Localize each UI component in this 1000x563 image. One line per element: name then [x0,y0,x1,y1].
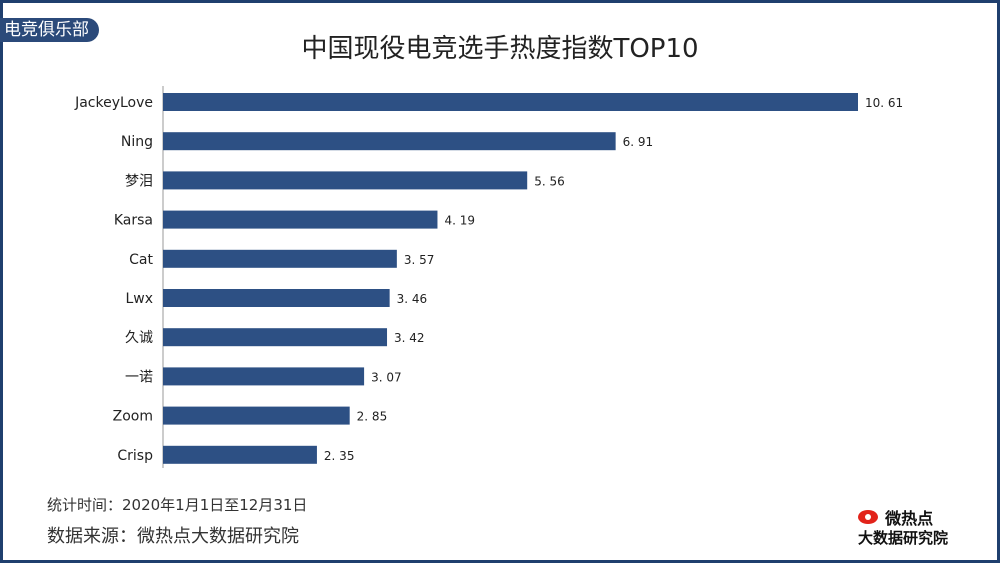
value-label-6: 3. 42 [394,331,425,345]
value-label-0: 10. 61 [865,96,903,110]
value-label-2: 5. 56 [534,174,565,188]
logo-subtitle: 大数据研究院 [858,529,949,547]
value-label-5: 3. 46 [397,292,428,306]
category-label-4: Cat [129,252,153,268]
bar-7 [163,367,365,386]
statistics-period: 统计时间：2020年1月1日至12月31日 [47,496,308,514]
club-tag: 电竞俱乐部 [0,18,99,42]
bar-3 [163,210,438,229]
category-label-0: JackeyLove [74,95,153,111]
category-label-5: Lwx [125,291,153,307]
value-label-3: 4. 19 [444,214,475,228]
category-label-6: 久诚 [125,330,153,346]
value-label-4: 3. 57 [404,253,435,267]
eye-icon [858,510,878,524]
bar-8 [163,406,350,425]
logo-name: 微热点 [885,509,934,528]
chart-title: 中国现役电竞选手热度指数TOP10 [301,34,699,64]
bar-5 [163,289,390,307]
category-label-8: Zoom [113,409,153,425]
value-label-9: 2. 35 [324,449,355,463]
bar-9 [163,445,317,464]
value-label-8: 2. 85 [357,410,388,424]
category-label-3: Karsa [114,213,153,229]
bar-4 [163,249,397,268]
category-label-2: 梦泪 [125,173,153,189]
bar-2 [163,171,528,190]
category-label-7: 一诺 [125,369,153,385]
weiredian-logo: 微热点 大数据研究院 [858,505,968,550]
data-source: 数据来源：微热点大数据研究院 [47,526,299,547]
value-label-7: 3. 07 [371,370,402,384]
category-label-1: Ning [121,134,153,150]
bar-6 [163,328,388,347]
bar-1 [163,132,616,151]
category-label-9: Crisp [117,448,153,464]
bar-0 [163,93,858,111]
value-label-1: 6. 91 [623,135,654,149]
